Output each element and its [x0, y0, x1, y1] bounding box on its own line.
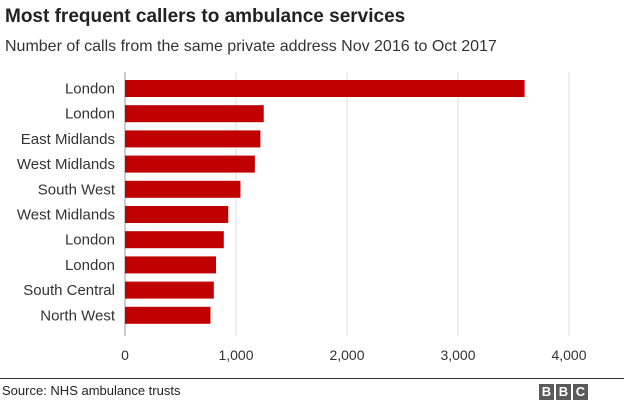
x-tick-label: 2,000: [329, 347, 364, 363]
source-note: Source: NHS ambulance trusts: [2, 383, 181, 398]
logo-letter-b2: B: [556, 384, 571, 400]
bar: [125, 206, 229, 223]
bbc-logo: B B C: [539, 384, 588, 400]
x-tick-label: 0: [121, 347, 129, 363]
logo-letter-c: C: [573, 384, 588, 400]
x-tick-label: 3,000: [440, 347, 475, 363]
bar: [125, 155, 255, 173]
category-label: East Midlands: [21, 131, 115, 148]
category-label: London: [65, 257, 115, 274]
bar: [125, 256, 217, 274]
x-tick-labels: 0 1,000 2,000 3,000 4,000: [121, 347, 587, 363]
category-label: West Midlands: [17, 207, 115, 224]
bars: [125, 80, 525, 324]
category-label: London: [65, 81, 115, 98]
chart-subtitle: Number of calls from the same private ad…: [5, 38, 497, 55]
bar: [125, 306, 211, 324]
x-tick-label: 1,000: [218, 347, 253, 363]
bar: [125, 231, 224, 249]
footer-divider: [0, 378, 624, 379]
chart-title: Most frequent callers to ambulance servi…: [5, 6, 406, 27]
category-labels: London London East Midlands West Midlands So…: [17, 81, 116, 325]
category-label: South West: [38, 181, 116, 198]
category-label: London: [65, 106, 115, 123]
bar: [125, 281, 214, 299]
bar: [125, 105, 264, 123]
category-label: North West: [40, 307, 116, 324]
logo-letter-b1: B: [539, 384, 554, 400]
category-label: South Central: [23, 282, 115, 299]
x-tick-label: 4,000: [551, 347, 586, 363]
category-label: West Midlands: [17, 156, 115, 173]
bar: [125, 130, 261, 148]
bar: [125, 180, 241, 198]
bar: [125, 80, 525, 97]
category-label: London: [65, 232, 115, 249]
